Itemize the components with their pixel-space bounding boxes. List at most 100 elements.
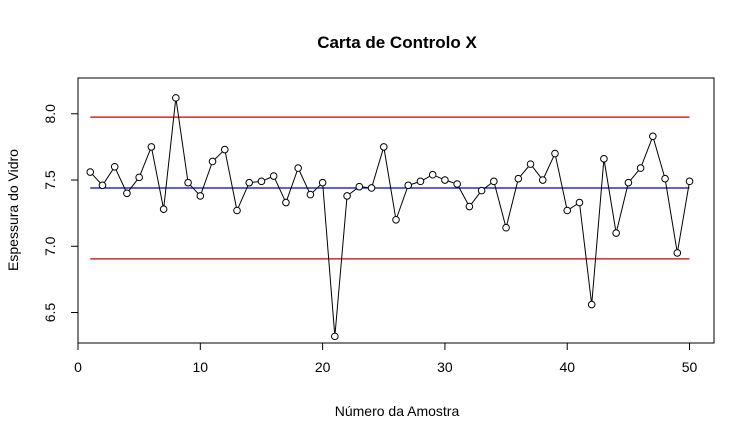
- series-line-segment: [424, 176, 430, 179]
- x-tick-label: 20: [315, 359, 331, 375]
- data-point: [650, 133, 657, 140]
- series-line-segment: [116, 170, 125, 190]
- data-point: [527, 161, 534, 168]
- data-point: [466, 203, 473, 210]
- data-point: [283, 199, 290, 206]
- data-point: [270, 173, 277, 180]
- y-tick-label: 7.5: [42, 170, 58, 190]
- data-series: [87, 95, 693, 340]
- x-tick-label: 30: [437, 359, 453, 375]
- series-line-segment: [335, 200, 347, 333]
- y-tick-label: 8.0: [42, 104, 58, 124]
- data-point: [564, 207, 571, 214]
- data-point: [686, 178, 693, 185]
- series-line-segment: [605, 162, 616, 229]
- data-point: [209, 158, 216, 165]
- series-line-segment: [397, 189, 407, 217]
- series-line-segment: [448, 181, 453, 183]
- data-point: [99, 182, 106, 189]
- data-point: [221, 146, 228, 153]
- data-point: [491, 178, 498, 185]
- data-point: [662, 175, 669, 182]
- data-point: [258, 178, 265, 185]
- data-point: [625, 179, 632, 186]
- data-point: [356, 183, 363, 190]
- series-line-segment: [617, 186, 628, 229]
- data-point: [87, 169, 94, 176]
- series-line-segment: [384, 150, 395, 216]
- data-point: [332, 333, 339, 340]
- series-line-segment: [472, 193, 480, 203]
- series-line-segment: [678, 185, 689, 249]
- series-line-segment: [215, 152, 222, 159]
- x-tick-label: 50: [682, 359, 698, 375]
- series-line-segment: [152, 150, 163, 205]
- data-point: [173, 95, 180, 102]
- data-point: [442, 177, 449, 184]
- data-point: [160, 206, 167, 213]
- data-point: [380, 144, 387, 151]
- x-axis-label: Número da Amostra: [335, 403, 460, 419]
- series-line-segment: [570, 205, 576, 209]
- data-point: [478, 187, 485, 194]
- data-point: [234, 207, 241, 214]
- series-line-segment: [313, 185, 320, 192]
- series-line-segment: [666, 182, 677, 249]
- series-line-segment: [350, 189, 356, 194]
- series-line-segment: [459, 187, 468, 203]
- chart-title: Carta de Controlo X: [317, 33, 477, 52]
- series-line-segment: [642, 140, 652, 165]
- data-point: [405, 182, 412, 189]
- y-tick-label: 6.5: [42, 303, 58, 323]
- series-line-segment: [253, 182, 258, 183]
- data-point: [503, 224, 510, 231]
- data-point: [637, 165, 644, 172]
- x-tick-label: 40: [559, 359, 575, 375]
- data-point: [588, 301, 595, 308]
- data-point: [454, 181, 461, 188]
- series-line-segment: [654, 140, 664, 175]
- y-axis: 6.5 7.0 7.5 8.0: [42, 104, 78, 322]
- series-line-segment: [533, 167, 541, 177]
- series-line-segment: [140, 150, 150, 174]
- series-line-segment: [544, 157, 553, 177]
- data-point: [368, 185, 375, 192]
- data-point: [393, 216, 400, 223]
- series-line-segment: [521, 167, 529, 176]
- data-point: [515, 175, 522, 182]
- series-line-segment: [592, 162, 604, 301]
- series-line-segment: [436, 176, 442, 178]
- series-line-segment: [556, 157, 567, 207]
- series-line-segment: [580, 206, 591, 301]
- series-line-segment: [323, 186, 335, 333]
- series-line-segment: [363, 187, 368, 188]
- data-point: [674, 250, 681, 257]
- data-point: [319, 179, 326, 186]
- series-line-segment: [275, 179, 284, 199]
- series-line-segment: [265, 177, 271, 179]
- series-line-segment: [225, 153, 236, 207]
- data-point: [111, 163, 118, 170]
- series-line-segment: [412, 182, 417, 184]
- data-point: [601, 156, 608, 163]
- data-point: [185, 179, 192, 186]
- data-point: [246, 179, 253, 186]
- series-line-segment: [631, 171, 639, 180]
- data-point: [613, 230, 620, 237]
- series-line-segment: [129, 180, 137, 190]
- x-tick-label: 10: [193, 359, 209, 375]
- series-line-segment: [191, 185, 198, 193]
- series-line-segment: [93, 175, 100, 183]
- data-point: [417, 178, 424, 185]
- data-point: [124, 190, 131, 197]
- series-line-segment: [176, 101, 187, 179]
- data-point: [539, 177, 546, 184]
- data-point: [429, 171, 436, 178]
- control-limit-lines: [90, 117, 689, 259]
- x-tick-label: 0: [74, 359, 82, 375]
- data-point: [148, 144, 155, 151]
- series-line-segment: [104, 170, 112, 183]
- series-line-segment: [287, 171, 297, 199]
- data-point: [307, 191, 314, 198]
